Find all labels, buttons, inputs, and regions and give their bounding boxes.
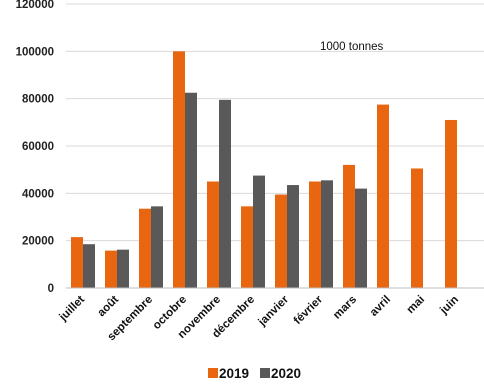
y-tick-label: 20000 bbox=[22, 236, 54, 248]
legend-swatch-2020 bbox=[260, 368, 270, 378]
y-tick-label: 40000 bbox=[22, 188, 54, 200]
bar-2019-octobre bbox=[173, 51, 185, 289]
x-tick-label: avril bbox=[368, 294, 393, 319]
bar-2020-février bbox=[321, 180, 333, 288]
bar-2020-août bbox=[117, 249, 129, 288]
y-tick-label: 100000 bbox=[16, 46, 54, 58]
x-tick-label: juillet bbox=[57, 294, 88, 325]
x-tick-label: janvier bbox=[256, 293, 292, 329]
x-axis-ticks: juillet aoûtseptembreoctobrenovembredécem… bbox=[57, 293, 461, 343]
bar-2019-décembre bbox=[241, 206, 253, 288]
bar-2019-août bbox=[105, 250, 117, 288]
bar-2019-février bbox=[309, 181, 321, 288]
y-tick-label: 0 bbox=[48, 283, 54, 295]
x-tick-label: août bbox=[95, 294, 121, 320]
x-tick-label: mai bbox=[405, 294, 428, 317]
legend-label-2019: 2019 bbox=[219, 366, 249, 381]
bar-2020-octobre bbox=[185, 92, 197, 288]
y-tick-label: 60000 bbox=[22, 141, 54, 153]
legend: 2019 2020 bbox=[208, 366, 301, 381]
y-axis-ticks: 0 20000 40000 60000 80000 100000 120000 bbox=[16, 0, 54, 295]
bar-2019-mai bbox=[411, 168, 423, 288]
y-tick-label: 120000 bbox=[16, 0, 54, 11]
legend-label-2020: 2020 bbox=[271, 366, 301, 381]
bars bbox=[71, 51, 457, 289]
bar-2019-novembre bbox=[207, 181, 219, 288]
bar-2020-mars bbox=[355, 188, 367, 288]
y-tick-label: 80000 bbox=[22, 94, 54, 106]
bar-2019-septembre bbox=[139, 208, 151, 288]
bar-2020-septembre bbox=[151, 206, 163, 288]
bar-2019-avril bbox=[377, 104, 389, 288]
bar-2019-mars bbox=[343, 164, 355, 288]
bar-2019-juin bbox=[445, 119, 457, 288]
bar-2019-janvier bbox=[275, 194, 287, 288]
x-tick-label: mars bbox=[331, 294, 359, 322]
unit-annotation: 1000 tonnes bbox=[320, 41, 384, 53]
bar-2020-décembre bbox=[253, 175, 265, 288]
bar-2020-janvier bbox=[287, 185, 299, 288]
bar-2020-juillet bbox=[83, 244, 95, 288]
bar-2020-novembre bbox=[219, 99, 231, 288]
bar-2019-juillet bbox=[71, 237, 83, 288]
legend-swatch-2019 bbox=[208, 368, 218, 378]
x-tick-label: juin bbox=[437, 294, 461, 318]
x-tick-label: février bbox=[292, 293, 326, 327]
